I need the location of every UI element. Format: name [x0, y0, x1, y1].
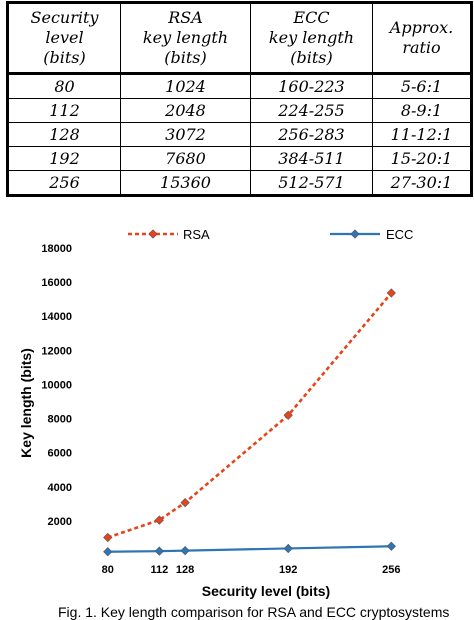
y-axis-label: Key length (bits)	[18, 348, 34, 458]
y-tick-label: 4000	[48, 482, 72, 494]
rsa-data-point	[154, 515, 164, 525]
table-cell: 256-283	[250, 122, 373, 147]
table-cell: 80	[7, 73, 121, 99]
table-row: 192 7680 384-511 15-20:1	[7, 146, 472, 171]
table-cell: 2048	[120, 98, 251, 123]
rsa-data-point	[283, 410, 293, 420]
rsa-series-line	[107, 292, 393, 539]
table-cell: 7680	[120, 146, 251, 171]
ecc-series-line	[107, 545, 392, 553]
ecc-data-point	[283, 543, 293, 554]
table-row: 128 3072 256-283 11-12:1	[7, 122, 472, 147]
key-length-line-chart: RSA ECC 2000 4000 6000 8000 10000 12000 14000 16…	[18, 227, 413, 599]
ecc-data-point	[386, 541, 396, 551]
key-length-table: Security level (bits) RSA key length (bi…	[6, 1, 473, 197]
ecc-legend-label: ECC	[386, 227, 413, 242]
table-cell: 15360	[120, 170, 251, 196]
rsa-data-point	[103, 532, 113, 543]
x-tick-label: 80	[102, 564, 114, 576]
x-tick-label: 128	[176, 564, 194, 576]
y-tick-label: 14000	[41, 311, 72, 323]
rsa-legend-label: RSA	[183, 227, 210, 242]
table-cell: 8-9:1	[372, 98, 472, 123]
table-cell: 512-571	[250, 170, 373, 196]
y-tick-label: 8000	[48, 414, 72, 426]
rsa-data-point	[386, 288, 396, 298]
table-row: 112 2048 224-255 8-9:1	[7, 98, 472, 123]
series-layer	[103, 288, 396, 557]
table-cell: 160-223	[250, 73, 373, 99]
y-tick-label: 12000	[41, 345, 72, 357]
table-cell: 192	[7, 146, 121, 171]
y-tick-label: 2000	[48, 516, 72, 528]
x-tick-label: 256	[382, 564, 400, 576]
rsa-legend-marker	[148, 229, 158, 239]
ecc-legend-marker	[350, 229, 360, 239]
x-tick-label: 192	[279, 564, 297, 576]
table-row: 256 15360 512-571 27-30:1	[7, 170, 472, 196]
ecc-data-point	[180, 546, 190, 556]
table-cell: 1024	[120, 73, 251, 99]
table-cell: 27-30:1	[372, 170, 472, 196]
ecc-data-point	[103, 547, 113, 557]
table-cell: 5-6:1	[372, 73, 472, 99]
rsa-data-point	[180, 497, 190, 508]
header-security-level: Security level (bits)	[7, 2, 121, 74]
y-tick-label: 10000	[41, 379, 72, 391]
header-ecc-key-length: ECC key length (bits)	[250, 2, 373, 74]
y-tick-label: 16000	[41, 277, 72, 289]
table-cell: 384-511	[250, 146, 373, 171]
y-axis: 2000 4000 6000 8000 10000 12000 14000 16000 1800…	[41, 243, 72, 528]
table-cell: 128	[7, 122, 121, 147]
table-cell: 256	[7, 170, 121, 196]
header-approx-ratio: Approx. ratio	[372, 2, 472, 74]
table-row: 80 1024 160-223 5-6:1	[7, 73, 472, 99]
table-cell: 224-255	[250, 98, 373, 123]
x-tick-label: 112	[150, 564, 168, 576]
x-axis: 80 112 128 192 256	[102, 564, 401, 576]
ecc-data-point	[154, 546, 164, 556]
table-cell: 112	[7, 98, 121, 123]
table-cell: 11-12:1	[372, 122, 472, 147]
x-axis-label: Security level (bits)	[202, 583, 330, 599]
table-cell: 3072	[120, 122, 251, 147]
table-header-row: Security level (bits) RSA key length (bi…	[7, 2, 472, 74]
table-cell: 15-20:1	[372, 146, 472, 171]
y-tick-label: 6000	[48, 448, 72, 460]
chart-legend: RSA ECC	[128, 227, 413, 242]
header-rsa-key-length: RSA key length (bits)	[120, 2, 251, 74]
figure-caption: Fig. 1. Key length comparison for RSA an…	[58, 604, 450, 620]
y-tick-label: 18000	[41, 243, 72, 255]
